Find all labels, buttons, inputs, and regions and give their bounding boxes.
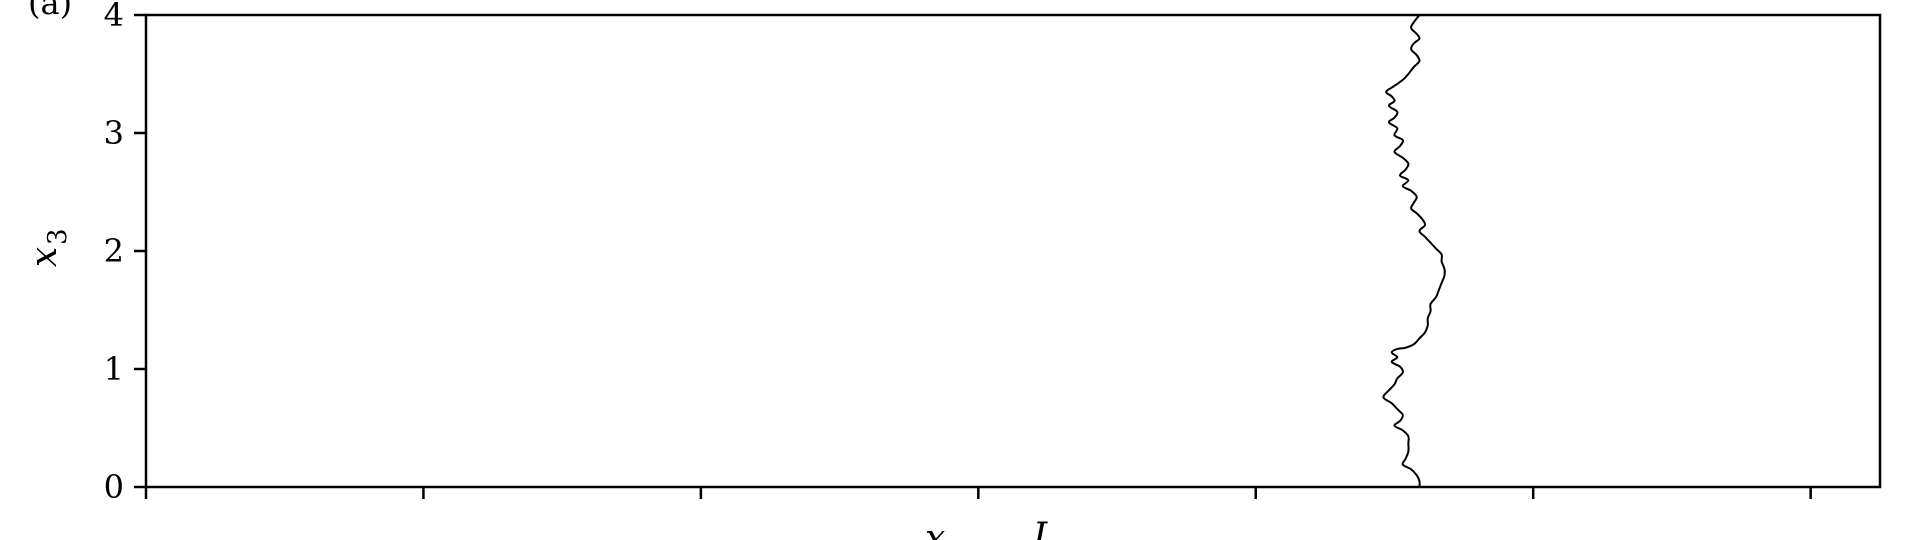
x-axis-label-main: x xyxy=(925,518,945,540)
series-line xyxy=(1382,14,1446,488)
series-layer xyxy=(1382,14,1446,488)
y-tick-label: 4 xyxy=(104,0,124,34)
y-tick-label: 1 xyxy=(104,350,124,388)
panel-label: (a) xyxy=(28,0,72,22)
y-tick-label: 3 xyxy=(104,114,124,152)
y-axis-label: x 3 xyxy=(24,228,73,267)
x-axis-ticks xyxy=(144,487,1812,499)
y-axis-label-main: x xyxy=(24,247,65,267)
y-tick-label: 0 xyxy=(104,468,124,506)
x-axis-label: x L xyxy=(925,516,1057,540)
y-tick-label: 2 xyxy=(104,232,124,270)
y-axis-label-subscript: 3 xyxy=(43,228,73,245)
plot-frame xyxy=(144,13,1882,489)
x-axis-label-fragment: L xyxy=(1032,516,1057,540)
y-axis-ticks: 0 1 2 3 4 xyxy=(104,0,146,506)
